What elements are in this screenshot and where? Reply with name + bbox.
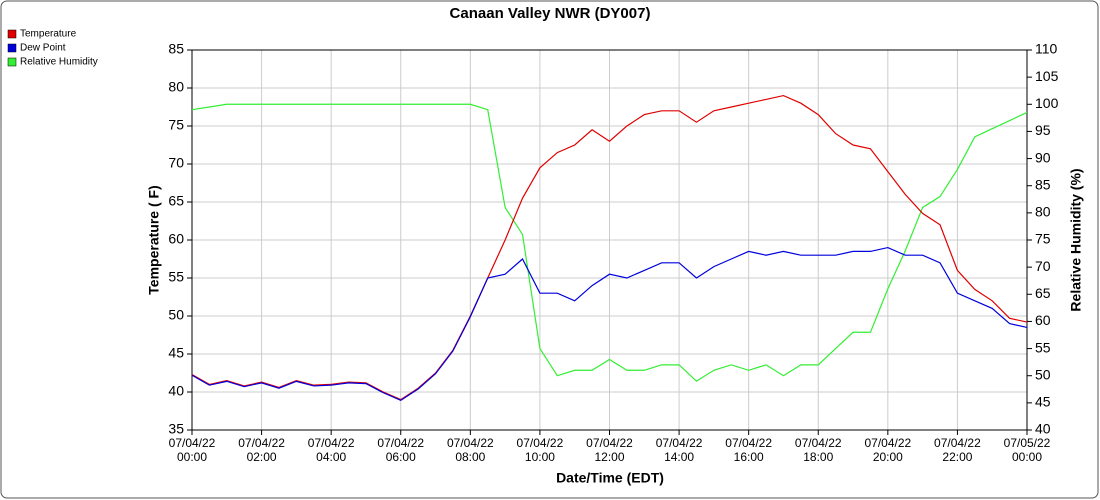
y2-tick-label: 100 [1035,95,1059,111]
x-tick-label: 07/04/22 16:00 [725,436,772,464]
x-tick-time: 16:00 [734,450,764,464]
y2-tick-label: 95 [1035,122,1051,138]
x-tick-label: 07/04/22 02:00 [238,436,285,464]
y-axis-label: Temperature ( F) [146,185,162,294]
y2-tick-label: 75 [1035,231,1051,247]
x-tick-date: 07/04/22 [447,436,494,450]
legend-swatch [7,29,17,39]
x-tick-label: 07/04/22 06:00 [377,436,424,464]
x-tick-label: 07/04/22 18:00 [795,436,842,464]
x-tick-label: 07/04/22 10:00 [517,436,564,464]
y-tick-label: 60 [168,231,184,247]
x-tick-time: 10:00 [525,450,555,464]
x-tick-date: 07/04/22 [169,436,216,450]
x-tick-date: 07/04/22 [586,436,633,450]
y-tick-label: 75 [168,117,184,133]
y2-tick-label: 45 [1035,394,1051,410]
x-tick-label: 07/05/22 00:00 [1004,436,1051,464]
x-tick-label: 07/04/22 22:00 [934,436,981,464]
x-tick-label: 07/04/22 14:00 [656,436,703,464]
y2-axis-label: Relative Humidity (%) [1068,168,1084,311]
x-tick-time: 20:00 [873,450,903,464]
x-tick-time: 00:00 [1012,450,1042,464]
series-line [191,103,1028,382]
x-axis-label: Date/Time (EDT) [556,470,664,486]
y-tick-label: 80 [168,79,184,95]
x-tick-time: 14:00 [664,450,694,464]
x-tick-date: 07/04/22 [517,436,564,450]
y2-tick-label: 110 [1035,41,1058,57]
x-tick-date: 07/04/22 [308,436,355,450]
x-tick-time: 22:00 [942,450,972,464]
x-tick-date: 07/05/22 [1004,436,1051,450]
y2-tick-label: 50 [1035,366,1051,382]
legend-label: Relative Humidity [20,57,98,68]
y2-tick-label: 40 [1035,421,1051,437]
x-tick-time: 02:00 [247,450,277,464]
x-tick-label: 07/04/22 04:00 [308,436,355,464]
x-tick-date: 07/04/22 [725,436,772,450]
legend-label: Temperature [20,29,77,40]
y-tick-label: 35 [168,421,184,437]
y-tick-label: 45 [168,345,184,361]
y-tick-label: 55 [168,269,184,285]
x-tick-date: 07/04/22 [864,436,911,450]
y-tick-label: 70 [168,155,184,171]
x-tick-label: 07/04/22 08:00 [447,436,494,464]
x-tick-date: 07/04/22 [795,436,842,450]
x-tick-time: 00:00 [177,450,207,464]
chart-title: Canaan Valley NWR (DY007) [450,5,651,22]
y2-tick-label: 65 [1035,285,1051,301]
legend-swatch [7,43,17,53]
x-tick-time: 18:00 [803,450,833,464]
x-tick-time: 12:00 [594,450,624,464]
legend-swatch [7,57,17,67]
x-tick-time: 04:00 [316,450,346,464]
y2-tick-label: 60 [1035,312,1051,328]
y-tick-label: 50 [168,307,184,323]
y2-tick-label: 55 [1035,339,1051,355]
x-tick-date: 07/04/22 [656,436,703,450]
x-tick-time: 06:00 [386,450,416,464]
x-tick-label: 07/04/22 20:00 [864,436,911,464]
legend-label: Dew Point [20,43,66,54]
y-tick-label: 40 [168,383,184,399]
y-tick-label: 65 [168,193,184,209]
x-tick-time: 08:00 [455,450,485,464]
x-tick-label: 07/04/22 12:00 [586,436,633,464]
y2-tick-label: 80 [1035,204,1051,220]
y-tick-label: 85 [168,41,184,57]
x-tick-label: 07/04/22 00:00 [169,436,216,464]
y2-tick-label: 85 [1035,176,1051,192]
y2-tick-label: 105 [1035,68,1059,84]
series-line [191,94,1028,401]
y2-tick-label: 70 [1035,258,1051,274]
series-line [191,246,1028,402]
y2-tick-label: 90 [1035,149,1051,165]
x-tick-date: 07/04/22 [238,436,285,450]
x-tick-date: 07/04/22 [377,436,424,450]
x-tick-date: 07/04/22 [934,436,981,450]
plot-frame [191,49,1028,431]
